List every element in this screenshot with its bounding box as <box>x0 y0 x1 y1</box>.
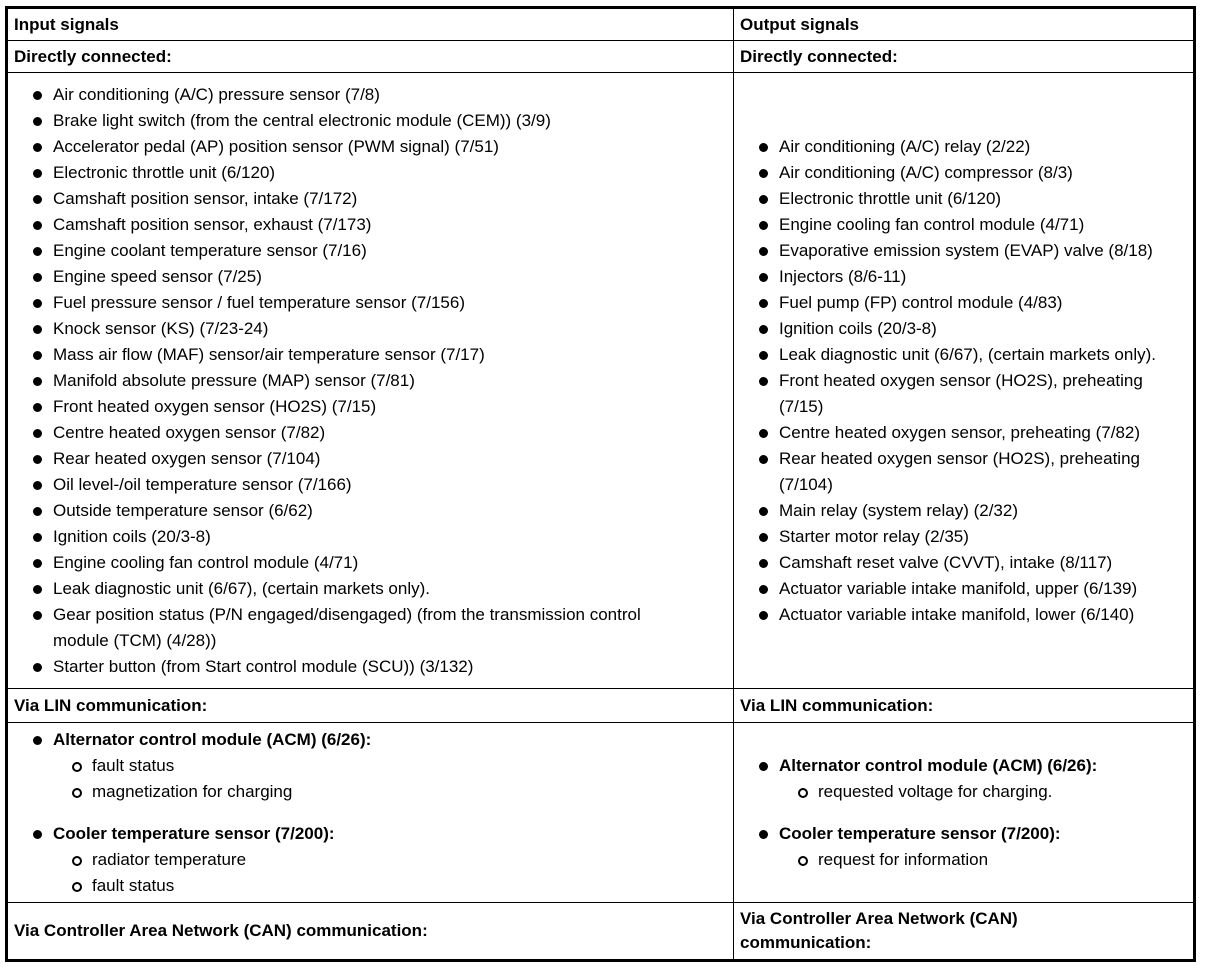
list-item: Electronic throttle unit (6/120) <box>14 160 683 186</box>
list-item: Centre heated oxygen sensor, preheating … <box>740 420 1173 446</box>
output-direct-label: Directly connected: <box>733 40 1195 73</box>
list-item: Front heated oxygen sensor (HO2S), prehe… <box>740 368 1173 420</box>
lin-sub-item: fault status <box>14 753 727 779</box>
spacer <box>740 805 1187 821</box>
input-signals-header: Input signals <box>6 7 734 41</box>
list-item: Camshaft position sensor, intake (7/172) <box>14 186 683 212</box>
list-item: Engine cooling fan control module (4/71) <box>14 550 683 576</box>
output-lin-label: Via LIN communication: <box>733 688 1195 723</box>
list-item: Manifold absolute pressure (MAP) sensor … <box>14 368 683 394</box>
list-item: Camshaft position sensor, exhaust (7/173… <box>14 212 683 238</box>
list-item: Rear heated oxygen sensor (HO2S), prehea… <box>740 446 1173 498</box>
list-item: Centre heated oxygen sensor (7/82) <box>14 420 683 446</box>
list-item: Oil level-/oil temperature sensor (7/166… <box>14 472 683 498</box>
list-item: Electronic throttle unit (6/120) <box>740 186 1173 212</box>
input-direct-list: Air conditioning (A/C) pressure sensor (… <box>14 82 683 680</box>
spacer <box>14 805 727 821</box>
signals-table: Input signals Output signals Directly co… <box>5 6 1196 962</box>
list-item: Gear position status (P/N engaged/diseng… <box>14 602 683 654</box>
list-item: Air conditioning (A/C) relay (2/22) <box>740 134 1173 160</box>
list-item: Fuel pressure sensor / fuel temperature … <box>14 290 683 316</box>
list-item: Accelerator pedal (AP) position sensor (… <box>14 134 683 160</box>
list-item: Air conditioning (A/C) compressor (8/3) <box>740 160 1173 186</box>
input-lin-label: Via LIN communication: <box>6 688 734 723</box>
list-item: Front heated oxygen sensor (HO2S) (7/15) <box>14 394 683 420</box>
lin-module-item: Alternator control module (ACM) (6/26): <box>14 727 727 753</box>
list-item: Brake light switch (from the central ele… <box>14 108 683 134</box>
lin-sub-item: magnetization for charging <box>14 779 727 805</box>
lin-module-item: Cooler temperature sensor (7/200): <box>14 821 727 847</box>
lin-sub-item: fault status <box>14 873 727 899</box>
output-direct-list: Air conditioning (A/C) relay (2/22) Air c… <box>740 134 1173 628</box>
input-lin-list: Alternator control module (ACM) (6/26): f… <box>14 727 727 899</box>
list-item: Main relay (system relay) (2/32) <box>740 498 1173 524</box>
output-can-label: Via Controller Area Network (CAN) commun… <box>733 902 1195 961</box>
list-item: Camshaft reset valve (CVVT), intake (8/1… <box>740 550 1173 576</box>
list-item: Ignition coils (20/3-8) <box>740 316 1173 342</box>
list-item: Actuator variable intake manifold, lower… <box>740 602 1173 628</box>
lin-sub-item: requested voltage for charging. <box>740 779 1187 805</box>
list-item: Rear heated oxygen sensor (7/104) <box>14 446 683 472</box>
list-item: Evaporative emission system (EVAP) valve… <box>740 238 1173 264</box>
list-item: Mass air flow (MAF) sensor/air temperatu… <box>14 342 683 368</box>
list-item: Engine cooling fan control module (4/71) <box>740 212 1173 238</box>
list-item: Ignition coils (20/3-8) <box>14 524 683 550</box>
lin-sub-item: request for information <box>740 847 1187 873</box>
input-can-label: Via Controller Area Network (CAN) commun… <box>6 902 734 961</box>
list-item: Injectors (8/6-11) <box>740 264 1173 290</box>
list-item: Starter button (from Start control modul… <box>14 654 683 680</box>
output-lin-list: Alternator control module (ACM) (6/26): r… <box>740 753 1187 873</box>
input-direct-label: Directly connected: <box>6 40 734 73</box>
list-item: Outside temperature sensor (6/62) <box>14 498 683 524</box>
list-item: Engine coolant temperature sensor (7/16) <box>14 238 683 264</box>
list-item: Knock sensor (KS) (7/23-24) <box>14 316 683 342</box>
lin-module-item: Cooler temperature sensor (7/200): <box>740 821 1187 847</box>
list-item: Engine speed sensor (7/25) <box>14 264 683 290</box>
list-item: Leak diagnostic unit (6/67), (certain ma… <box>14 576 683 602</box>
output-signals-header: Output signals <box>733 7 1195 41</box>
lin-module-item: Alternator control module (ACM) (6/26): <box>740 753 1187 779</box>
lin-sub-item: radiator temperature <box>14 847 727 873</box>
list-item: Leak diagnostic unit (6/67), (certain ma… <box>740 342 1173 368</box>
list-item: Starter motor relay (2/35) <box>740 524 1173 550</box>
list-item: Fuel pump (FP) control module (4/83) <box>740 290 1173 316</box>
list-item: Air conditioning (A/C) pressure sensor (… <box>14 82 683 108</box>
list-item: Actuator variable intake manifold, upper… <box>740 576 1173 602</box>
